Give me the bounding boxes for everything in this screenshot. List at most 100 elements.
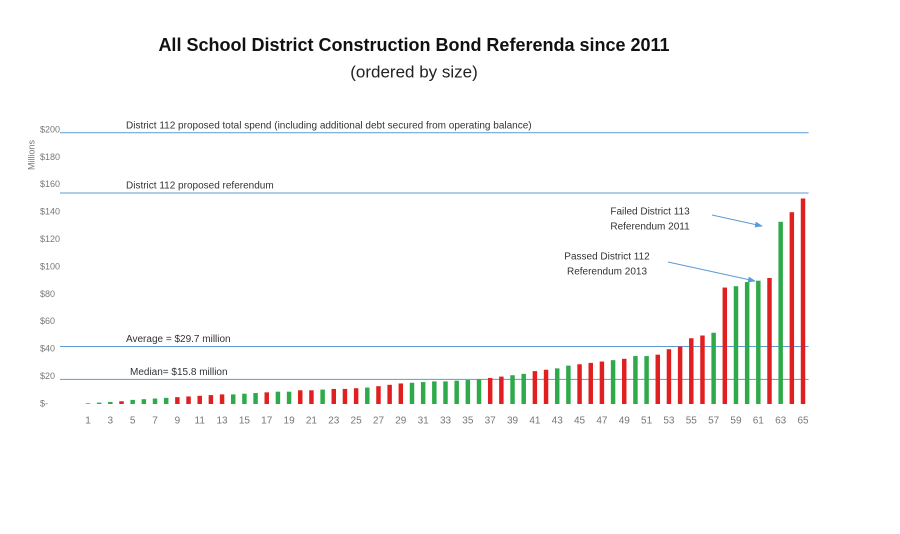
bar: [264, 392, 269, 404]
bar: [420, 382, 426, 404]
bar: [778, 221, 783, 404]
y-tick-label: $20: [40, 371, 55, 381]
x-tick-label: 65: [797, 416, 809, 427]
x-tick-label: 59: [730, 416, 742, 427]
x-tick-label: 63: [775, 416, 787, 427]
bar: [655, 354, 661, 404]
y-tick-label: $60: [40, 316, 55, 326]
bar: [398, 383, 404, 404]
y-tick-label: $120: [40, 234, 60, 244]
bar: [510, 375, 515, 404]
bar: [633, 356, 638, 404]
x-tick-label: 7: [152, 416, 158, 427]
bar: [733, 286, 739, 404]
annotation: Failed District 113: [610, 207, 690, 218]
reference-label: District 112 proposed total spend (inclu…: [126, 120, 532, 131]
bar: [409, 382, 415, 404]
bar: [208, 395, 214, 404]
bar: [387, 384, 392, 404]
bar: [108, 401, 113, 404]
y-tick-label: $80: [40, 289, 55, 299]
arrow: [711, 214, 763, 228]
bar: [677, 346, 683, 404]
bar: [644, 356, 649, 404]
x-tick-label: 39: [507, 416, 519, 427]
bar: [141, 399, 147, 404]
bar: [700, 335, 705, 404]
bar: [242, 393, 247, 404]
x-tick-label: 35: [462, 416, 474, 427]
y-tick-label: $100: [40, 261, 60, 271]
annotation: Referendum 2013: [567, 267, 647, 278]
bar: [465, 380, 471, 404]
reference-label: Median= $15.8 million: [130, 367, 228, 378]
bar: [454, 380, 459, 404]
bar: [622, 358, 627, 404]
bar: [230, 394, 236, 404]
bar: [197, 395, 202, 404]
x-tick-label: 15: [239, 416, 251, 427]
x-tick-label: 29: [395, 416, 407, 427]
bar: [298, 390, 303, 404]
x-tick-label: 19: [284, 416, 296, 427]
bar: [353, 388, 359, 404]
bar: [476, 379, 482, 404]
bar: [722, 287, 728, 404]
bar: [577, 364, 582, 404]
y-axis-label: Millions: [26, 140, 36, 171]
bar: [487, 377, 493, 404]
arrow: [667, 261, 756, 283]
bar: [130, 399, 135, 404]
bar: [499, 376, 504, 404]
chart-title: All School District Construction Bond Re…: [158, 35, 669, 55]
y-tick-label: $180: [40, 152, 60, 162]
x-tick-label: 61: [753, 416, 765, 427]
y-tick-label: $-: [40, 398, 48, 408]
bar: [554, 368, 560, 404]
x-tick-label: 47: [596, 416, 608, 427]
bar: [521, 373, 526, 404]
bar: [756, 280, 761, 404]
bar: [543, 369, 549, 404]
bar: [96, 402, 102, 404]
x-tick-label: 21: [306, 416, 318, 427]
bar: [365, 387, 370, 404]
x-tick-label: 41: [529, 416, 541, 427]
x-tick-label: 51: [641, 416, 653, 427]
bar: [85, 403, 91, 404]
x-tick-label: 17: [261, 416, 273, 427]
y-tick-label: $140: [40, 207, 60, 217]
x-tick-label: 3: [108, 416, 114, 427]
x-tick-label: 31: [418, 416, 430, 427]
y-tick-label: $160: [40, 179, 60, 189]
x-tick-label: 45: [574, 416, 586, 427]
x-tick-label: 23: [328, 416, 340, 427]
x-tick-label: 37: [485, 416, 497, 427]
y-tick-label: $40: [40, 344, 55, 354]
bar: [689, 338, 694, 404]
bar: [342, 388, 348, 404]
bar: [789, 212, 795, 404]
bar: [532, 371, 538, 404]
bar: [331, 388, 337, 404]
bar: [119, 401, 124, 404]
bar: [666, 349, 672, 404]
bar: [163, 397, 169, 404]
bar: [309, 390, 314, 404]
x-tick-label: 13: [216, 416, 228, 427]
bar: [744, 282, 750, 404]
x-tick-label: 43: [552, 416, 564, 427]
bar: [767, 277, 772, 404]
x-tick-label: 27: [373, 416, 385, 427]
bar: [175, 397, 180, 404]
x-tick-label: 53: [663, 416, 675, 427]
bar: [286, 391, 292, 404]
x-tick-label: 57: [708, 416, 720, 427]
bar: [599, 361, 605, 404]
x-tick-label: 11: [195, 416, 206, 427]
bar: [443, 381, 448, 404]
x-tick-label: 1: [85, 416, 91, 427]
bar: [800, 198, 806, 404]
annotation: Passed District 112: [564, 252, 650, 263]
